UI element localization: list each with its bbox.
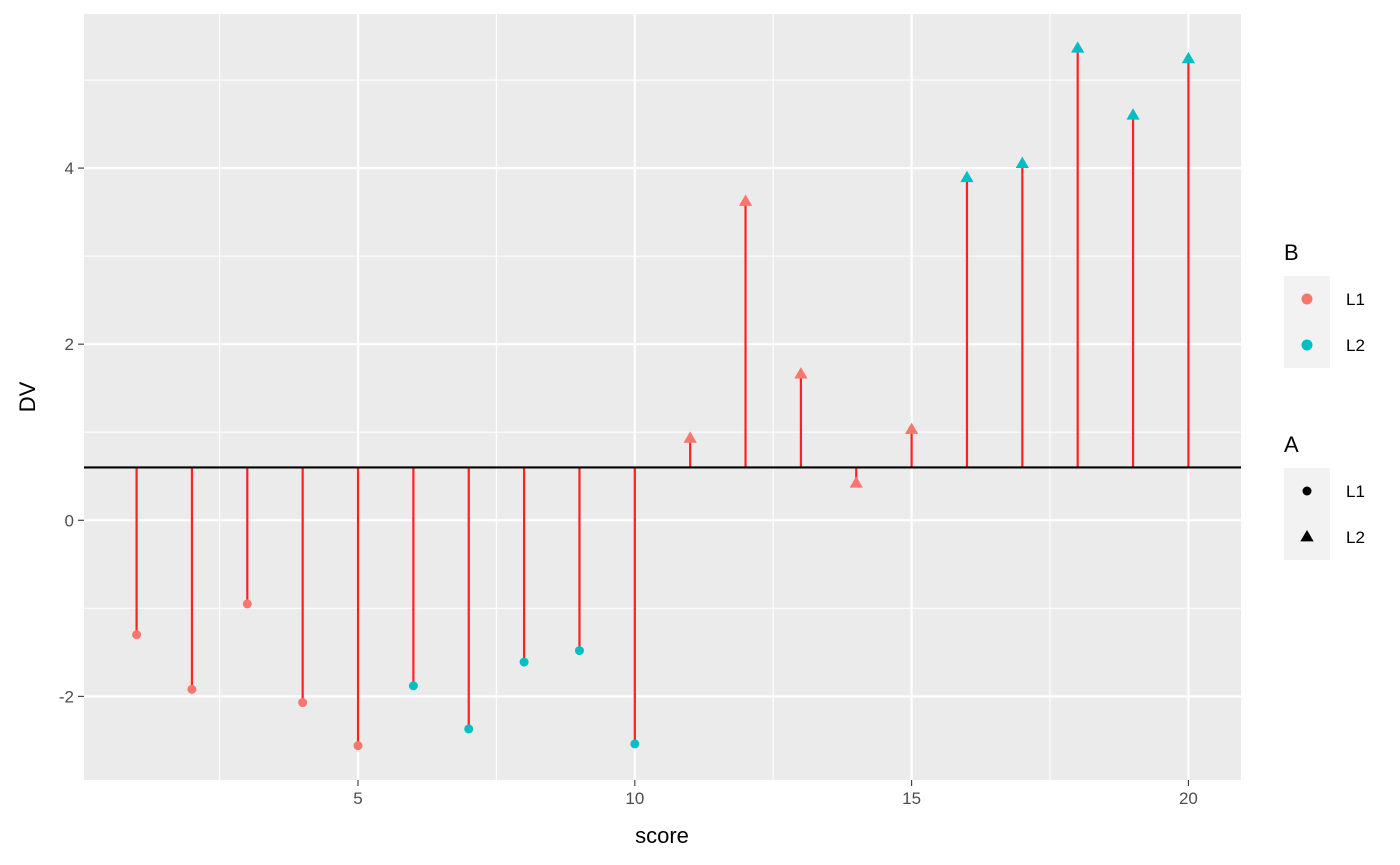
x-tick-label: 20 bbox=[1179, 789, 1198, 808]
legend-label: L2 bbox=[1346, 336, 1365, 355]
legend-title: B bbox=[1284, 240, 1299, 265]
data-point-triangle bbox=[960, 170, 974, 183]
data-point-triangle bbox=[1071, 41, 1085, 53]
y-tick-label: -2 bbox=[59, 687, 74, 706]
data-point-circle bbox=[630, 739, 640, 749]
data-point-triangle bbox=[1015, 156, 1029, 169]
legend-key-background bbox=[1284, 276, 1330, 368]
y-tick-label: 0 bbox=[65, 511, 74, 530]
data-point-triangle bbox=[1181, 51, 1196, 64]
grid-minor bbox=[84, 14, 1241, 785]
data-point-circle bbox=[353, 741, 363, 751]
legend-key-color bbox=[1301, 293, 1313, 305]
points bbox=[132, 41, 1196, 751]
legend-key-circle bbox=[1302, 486, 1312, 496]
x-tick-label: 5 bbox=[353, 789, 362, 808]
legend-key-color bbox=[1301, 339, 1313, 351]
legend-label: L2 bbox=[1346, 528, 1365, 547]
data-point-circle bbox=[574, 646, 584, 656]
data-point-circle bbox=[298, 698, 308, 708]
plot-panel bbox=[84, 14, 1241, 780]
data-point-triangle bbox=[904, 422, 919, 434]
data-point-triangle bbox=[849, 476, 863, 488]
data-point-circle bbox=[132, 630, 142, 640]
x-axis-ticks: 5 10 15 20 bbox=[353, 780, 1198, 808]
data-point-triangle bbox=[794, 367, 808, 379]
y-axis-ticks: -2 0 2 4 bbox=[59, 159, 84, 706]
data-point-circle bbox=[242, 599, 252, 609]
y-tick-label: 4 bbox=[65, 159, 74, 178]
legend-label: L1 bbox=[1346, 482, 1365, 501]
data-point-circle bbox=[519, 657, 529, 667]
legend-key-triangle bbox=[1300, 530, 1314, 542]
data-point-triangle bbox=[738, 194, 753, 206]
segments bbox=[135, 48, 1190, 746]
legend-label: L1 bbox=[1346, 290, 1365, 309]
x-tick-label: 10 bbox=[625, 789, 644, 808]
data-point-triangle bbox=[683, 431, 697, 443]
y-axis-title: DV bbox=[15, 381, 40, 412]
legend-title: A bbox=[1284, 432, 1299, 457]
legends: B L1 L2 A L1 L2 bbox=[1284, 240, 1365, 560]
y-tick-label: 2 bbox=[65, 335, 74, 354]
data-point-circle bbox=[408, 681, 418, 691]
data-point-circle bbox=[187, 684, 197, 694]
legend-key-background bbox=[1284, 468, 1330, 560]
data-point-circle bbox=[464, 724, 474, 734]
data-point-triangle bbox=[1126, 108, 1140, 120]
x-axis-title: score bbox=[635, 823, 689, 848]
x-tick-label: 15 bbox=[902, 789, 921, 808]
